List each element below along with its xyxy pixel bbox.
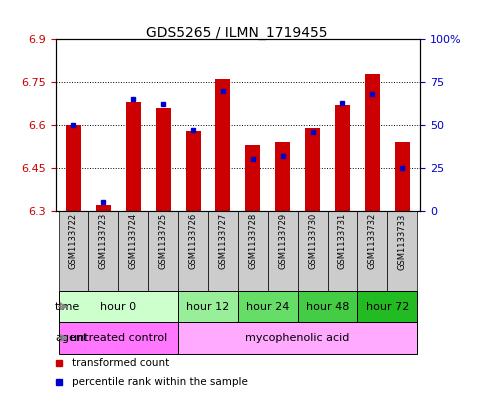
Text: GSM1133729: GSM1133729 xyxy=(278,213,287,269)
Bar xyxy=(238,211,268,291)
Text: percentile rank within the sample: percentile rank within the sample xyxy=(72,377,248,387)
Text: transformed count: transformed count xyxy=(72,358,169,368)
Bar xyxy=(178,291,238,322)
Text: hour 12: hour 12 xyxy=(186,301,229,312)
Text: mycophenolic acid: mycophenolic acid xyxy=(245,333,350,343)
Bar xyxy=(96,205,111,211)
Text: GDS5265 / ILMN_1719455: GDS5265 / ILMN_1719455 xyxy=(146,26,327,40)
Bar xyxy=(305,128,320,211)
Bar xyxy=(357,291,417,322)
Bar xyxy=(365,73,380,211)
Bar xyxy=(245,145,260,211)
Text: GSM1133726: GSM1133726 xyxy=(188,213,198,270)
Text: GSM1133725: GSM1133725 xyxy=(158,213,168,269)
Bar xyxy=(238,291,298,322)
Bar xyxy=(387,211,417,291)
Text: hour 72: hour 72 xyxy=(366,301,409,312)
Text: GSM1133732: GSM1133732 xyxy=(368,213,377,270)
Text: agent: agent xyxy=(55,333,87,343)
Bar xyxy=(58,322,178,354)
Bar xyxy=(178,322,417,354)
Text: GSM1133722: GSM1133722 xyxy=(69,213,78,269)
Bar xyxy=(126,102,141,211)
Bar xyxy=(215,79,230,211)
Text: GSM1133723: GSM1133723 xyxy=(99,213,108,270)
Bar xyxy=(185,131,200,211)
Text: GSM1133731: GSM1133731 xyxy=(338,213,347,270)
Bar xyxy=(58,291,178,322)
Bar xyxy=(88,211,118,291)
Text: hour 0: hour 0 xyxy=(100,301,136,312)
Text: hour 48: hour 48 xyxy=(306,301,349,312)
Bar xyxy=(66,125,81,211)
Text: GSM1133733: GSM1133733 xyxy=(398,213,407,270)
Text: untreated control: untreated control xyxy=(70,333,167,343)
Text: hour 24: hour 24 xyxy=(246,301,289,312)
Bar xyxy=(268,211,298,291)
Bar xyxy=(275,142,290,211)
Bar xyxy=(327,211,357,291)
Bar xyxy=(335,105,350,211)
Text: time: time xyxy=(55,301,80,312)
Bar xyxy=(156,108,170,211)
Bar xyxy=(58,211,88,291)
Bar xyxy=(118,211,148,291)
Bar xyxy=(178,211,208,291)
Text: GSM1133727: GSM1133727 xyxy=(218,213,227,270)
Text: GSM1133728: GSM1133728 xyxy=(248,213,257,270)
Bar xyxy=(148,211,178,291)
Bar xyxy=(357,211,387,291)
Bar xyxy=(395,142,410,211)
Text: GSM1133730: GSM1133730 xyxy=(308,213,317,270)
Bar xyxy=(298,211,327,291)
Text: GSM1133724: GSM1133724 xyxy=(129,213,138,269)
Bar xyxy=(208,211,238,291)
Bar xyxy=(298,291,357,322)
